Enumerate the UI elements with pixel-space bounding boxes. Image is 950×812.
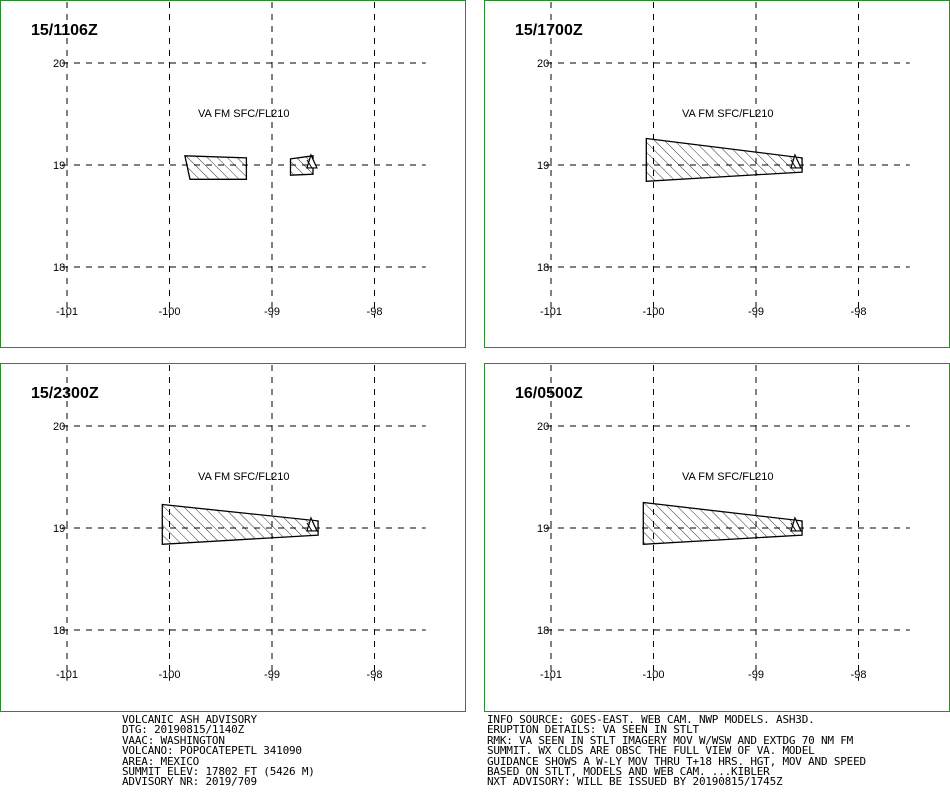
ash-cloud-polygon (642, 501, 803, 545)
panel-time-title: 15/1700Z (515, 22, 583, 39)
panel-time-title: 16/0500Z (515, 385, 583, 402)
longitude-label: -99 (748, 669, 764, 681)
longitude-label: -100 (642, 669, 664, 681)
advisory-text-line: INFO SOURCE: GOES-EAST. WEB CAM. NWP MOD… (487, 713, 815, 726)
advisory-text-line: BASED ON STLT, MODELS AND WEB CAM. ...KI… (487, 765, 770, 779)
longitude-label: -101 (540, 669, 562, 681)
advisory-remarks-block: INFO SOURCE: GOES-EAST. WEB CAM. NWP MOD… (487, 713, 866, 789)
advisory-text-line: RMK: VA SEEN IN STLT IMAGERY MOV W/WSW A… (487, 733, 854, 747)
map-panel: 20 19 18 -101 -100 -99 -98 15/1106Z VA FM SFC/FL… (0, 0, 466, 348)
longitude-label: -101 (540, 306, 562, 318)
panel-time-title: 15/1106Z (31, 22, 98, 39)
volcano-triangle-icon (306, 522, 313, 532)
map-panel: 20 19 18 -101 -100 -99 -98 16/0500Z VA FM SFC/FL… (484, 363, 950, 712)
longitude-label: -100 (642, 306, 664, 318)
map-panel: 20 19 18 -101 -100 -99 -98 15/1700Z VA FM SFC/FL… (484, 0, 950, 348)
ash-altitude-label: VA FM SFC/FL210 (682, 108, 774, 120)
latitude-label: 20 (537, 421, 549, 433)
ash-altitude-label: VA FM SFC/FL210 (682, 471, 774, 483)
longitude-label: -99 (264, 669, 280, 681)
longitude-label: -100 (158, 669, 180, 681)
advisory-text-line: VOLCANO: POPOCATEPETL 341090 (122, 744, 302, 758)
longitude-label: -98 (851, 306, 867, 318)
latitude-label: 18 (53, 262, 65, 274)
volcano-triangle-icon (790, 159, 797, 169)
latitude-label: 20 (53, 58, 65, 70)
latitude-label: 20 (537, 58, 549, 70)
latitude-label: 19 (53, 523, 65, 535)
longitude-label: -100 (158, 306, 180, 318)
longitude-label: -99 (748, 306, 764, 318)
map-panel: 20 19 18 -101 -100 -99 -98 15/2300Z VA FM SFC/FL… (0, 363, 466, 712)
advisory-text-line: NXT ADVISORY: WILL BE ISSUED BY 20190815… (487, 775, 783, 789)
longitude-label: -98 (851, 669, 867, 681)
advisory-text-line: VAAC: WASHINGTON (122, 733, 225, 747)
latitude-label: 18 (537, 262, 549, 274)
ash-altitude-label: VA FM SFC/FL210 (198, 471, 290, 483)
longitude-label: -98 (367, 669, 383, 681)
longitude-label: -99 (264, 306, 280, 318)
ash-altitude-label: VA FM SFC/FL210 (198, 108, 290, 120)
advisory-text-line: SUMMIT. WX CLDS ARE OBSC THE FULL VIEW O… (487, 744, 815, 758)
longitude-label: -98 (367, 306, 383, 318)
advisory-text-line: ADVISORY NR: 2019/709 (122, 775, 257, 789)
advisory-text-line: DTG: 20190815/1140Z (122, 723, 245, 737)
advisory-text-line: VOLCANIC ASH ADVISORY (122, 713, 257, 726)
advisory-text-line: GUIDANCE SHOWS A W-LY MOV THRU T+18 HRS.… (487, 754, 866, 768)
ash-cloud-polygon (645, 137, 803, 182)
longitude-label: -101 (56, 306, 78, 318)
latitude-label: 19 (537, 523, 549, 535)
advisory-text-line: AREA: MEXICO (122, 754, 200, 768)
advisory-text-line: SUMMIT ELEV: 17802 FT (5426 M) (122, 765, 315, 779)
ash-cloud-polygon (161, 503, 319, 545)
panel-time-title: 15/2300Z (31, 385, 99, 402)
advisory-header-block: VOLCANIC ASH ADVISORY DTG: 20190815/1140Z… (122, 713, 315, 789)
latitude-label: 18 (53, 625, 65, 637)
volcano-triangle-icon (790, 522, 797, 532)
advisory-text-line: ERUPTION DETAILS: VA SEEN IN STLT (487, 723, 699, 737)
volcano-triangle-icon (306, 159, 313, 169)
latitude-label: 18 (537, 625, 549, 637)
longitude-label: -101 (56, 669, 78, 681)
latitude-label: 19 (53, 160, 65, 172)
latitude-label: 20 (53, 421, 65, 433)
latitude-label: 19 (537, 160, 549, 172)
ash-cloud-polygon (184, 155, 248, 180)
